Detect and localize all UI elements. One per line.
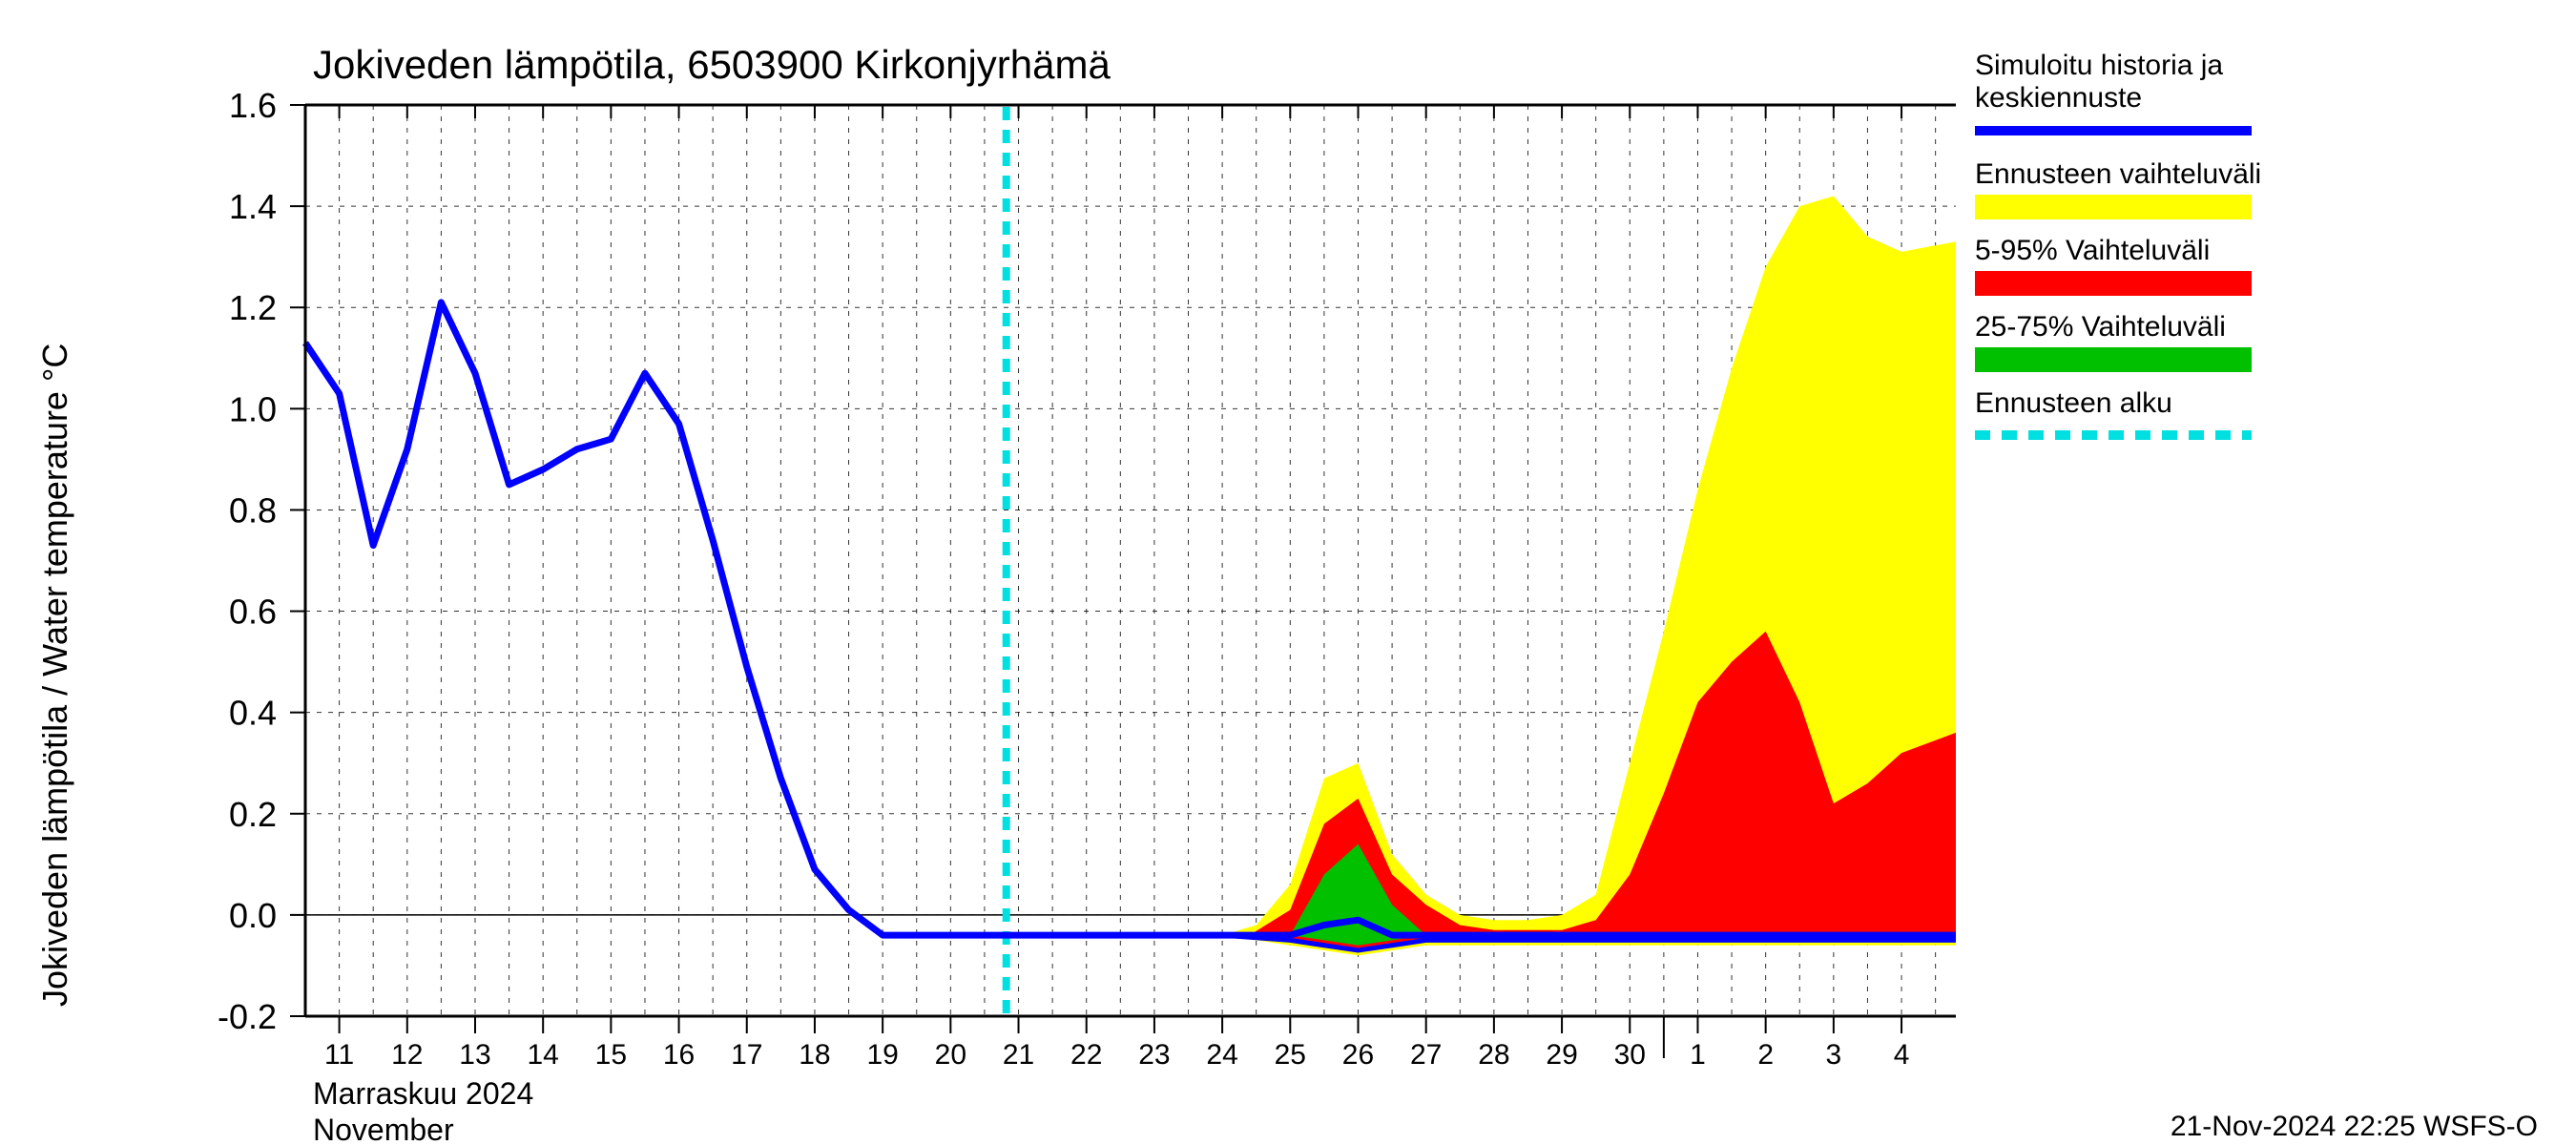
svg-text:25-75% Vaihteluväli: 25-75% Vaihteluväli (1975, 311, 2226, 343)
svg-text:3: 3 (1826, 1039, 1842, 1071)
x-month-en: November (313, 1113, 454, 1145)
svg-text:18: 18 (799, 1039, 830, 1071)
svg-text:5-95% Vaihteluväli: 5-95% Vaihteluväli (1975, 235, 2210, 266)
x-month-fi: Marraskuu 2024 (313, 1076, 533, 1111)
svg-text:17: 17 (731, 1039, 762, 1071)
svg-text:20: 20 (935, 1039, 966, 1071)
svg-text:22: 22 (1070, 1039, 1102, 1071)
timestamp: 21-Nov-2024 22:25 WSFS-O (2171, 1111, 2538, 1142)
svg-text:1.4: 1.4 (229, 187, 277, 226)
svg-text:0.4: 0.4 (229, 694, 277, 733)
svg-text:1.6: 1.6 (229, 86, 277, 125)
svg-text:12: 12 (391, 1039, 423, 1071)
svg-text:14: 14 (527, 1039, 558, 1071)
svg-text:1.0: 1.0 (229, 389, 277, 428)
chart-container: -0.20.00.20.40.60.81.01.21.41.6111213141… (0, 0, 2576, 1145)
svg-text:0.0: 0.0 (229, 896, 277, 935)
y-axis-label: Jokiveden lämpötila / Water temperature … (35, 344, 74, 1007)
svg-text:11: 11 (324, 1039, 354, 1071)
svg-text:24: 24 (1206, 1039, 1237, 1071)
svg-text:0.2: 0.2 (229, 795, 277, 834)
svg-text:30: 30 (1614, 1039, 1646, 1071)
svg-text:27: 27 (1410, 1039, 1442, 1071)
svg-text:Ennusteen alku: Ennusteen alku (1975, 387, 2172, 419)
svg-text:26: 26 (1342, 1039, 1374, 1071)
svg-text:25: 25 (1275, 1039, 1306, 1071)
svg-text:1: 1 (1690, 1039, 1706, 1071)
svg-text:16: 16 (663, 1039, 695, 1071)
svg-text:2: 2 (1757, 1039, 1774, 1071)
svg-text:keskiennuste: keskiennuste (1975, 82, 2142, 114)
chart-svg: -0.20.00.20.40.60.81.01.21.41.6111213141… (0, 0, 2576, 1145)
svg-text:15: 15 (595, 1039, 627, 1071)
svg-text:4: 4 (1894, 1039, 1910, 1071)
svg-text:1.2: 1.2 (229, 288, 277, 327)
svg-text:0.6: 0.6 (229, 593, 277, 632)
svg-text:28: 28 (1478, 1039, 1509, 1071)
svg-text:29: 29 (1546, 1039, 1577, 1071)
svg-text:0.8: 0.8 (229, 490, 277, 530)
svg-text:19: 19 (866, 1039, 898, 1071)
svg-text:-0.2: -0.2 (218, 997, 277, 1036)
svg-text:13: 13 (459, 1039, 490, 1071)
svg-text:Simuloitu historia ja: Simuloitu historia ja (1975, 50, 2223, 81)
svg-text:Ennusteen vaihteluväli: Ennusteen vaihteluväli (1975, 158, 2261, 190)
chart-title: Jokiveden lämpötila, 6503900 Kirkonjyrhä… (313, 42, 1111, 87)
svg-text:21: 21 (1003, 1039, 1034, 1071)
svg-text:23: 23 (1138, 1039, 1170, 1071)
